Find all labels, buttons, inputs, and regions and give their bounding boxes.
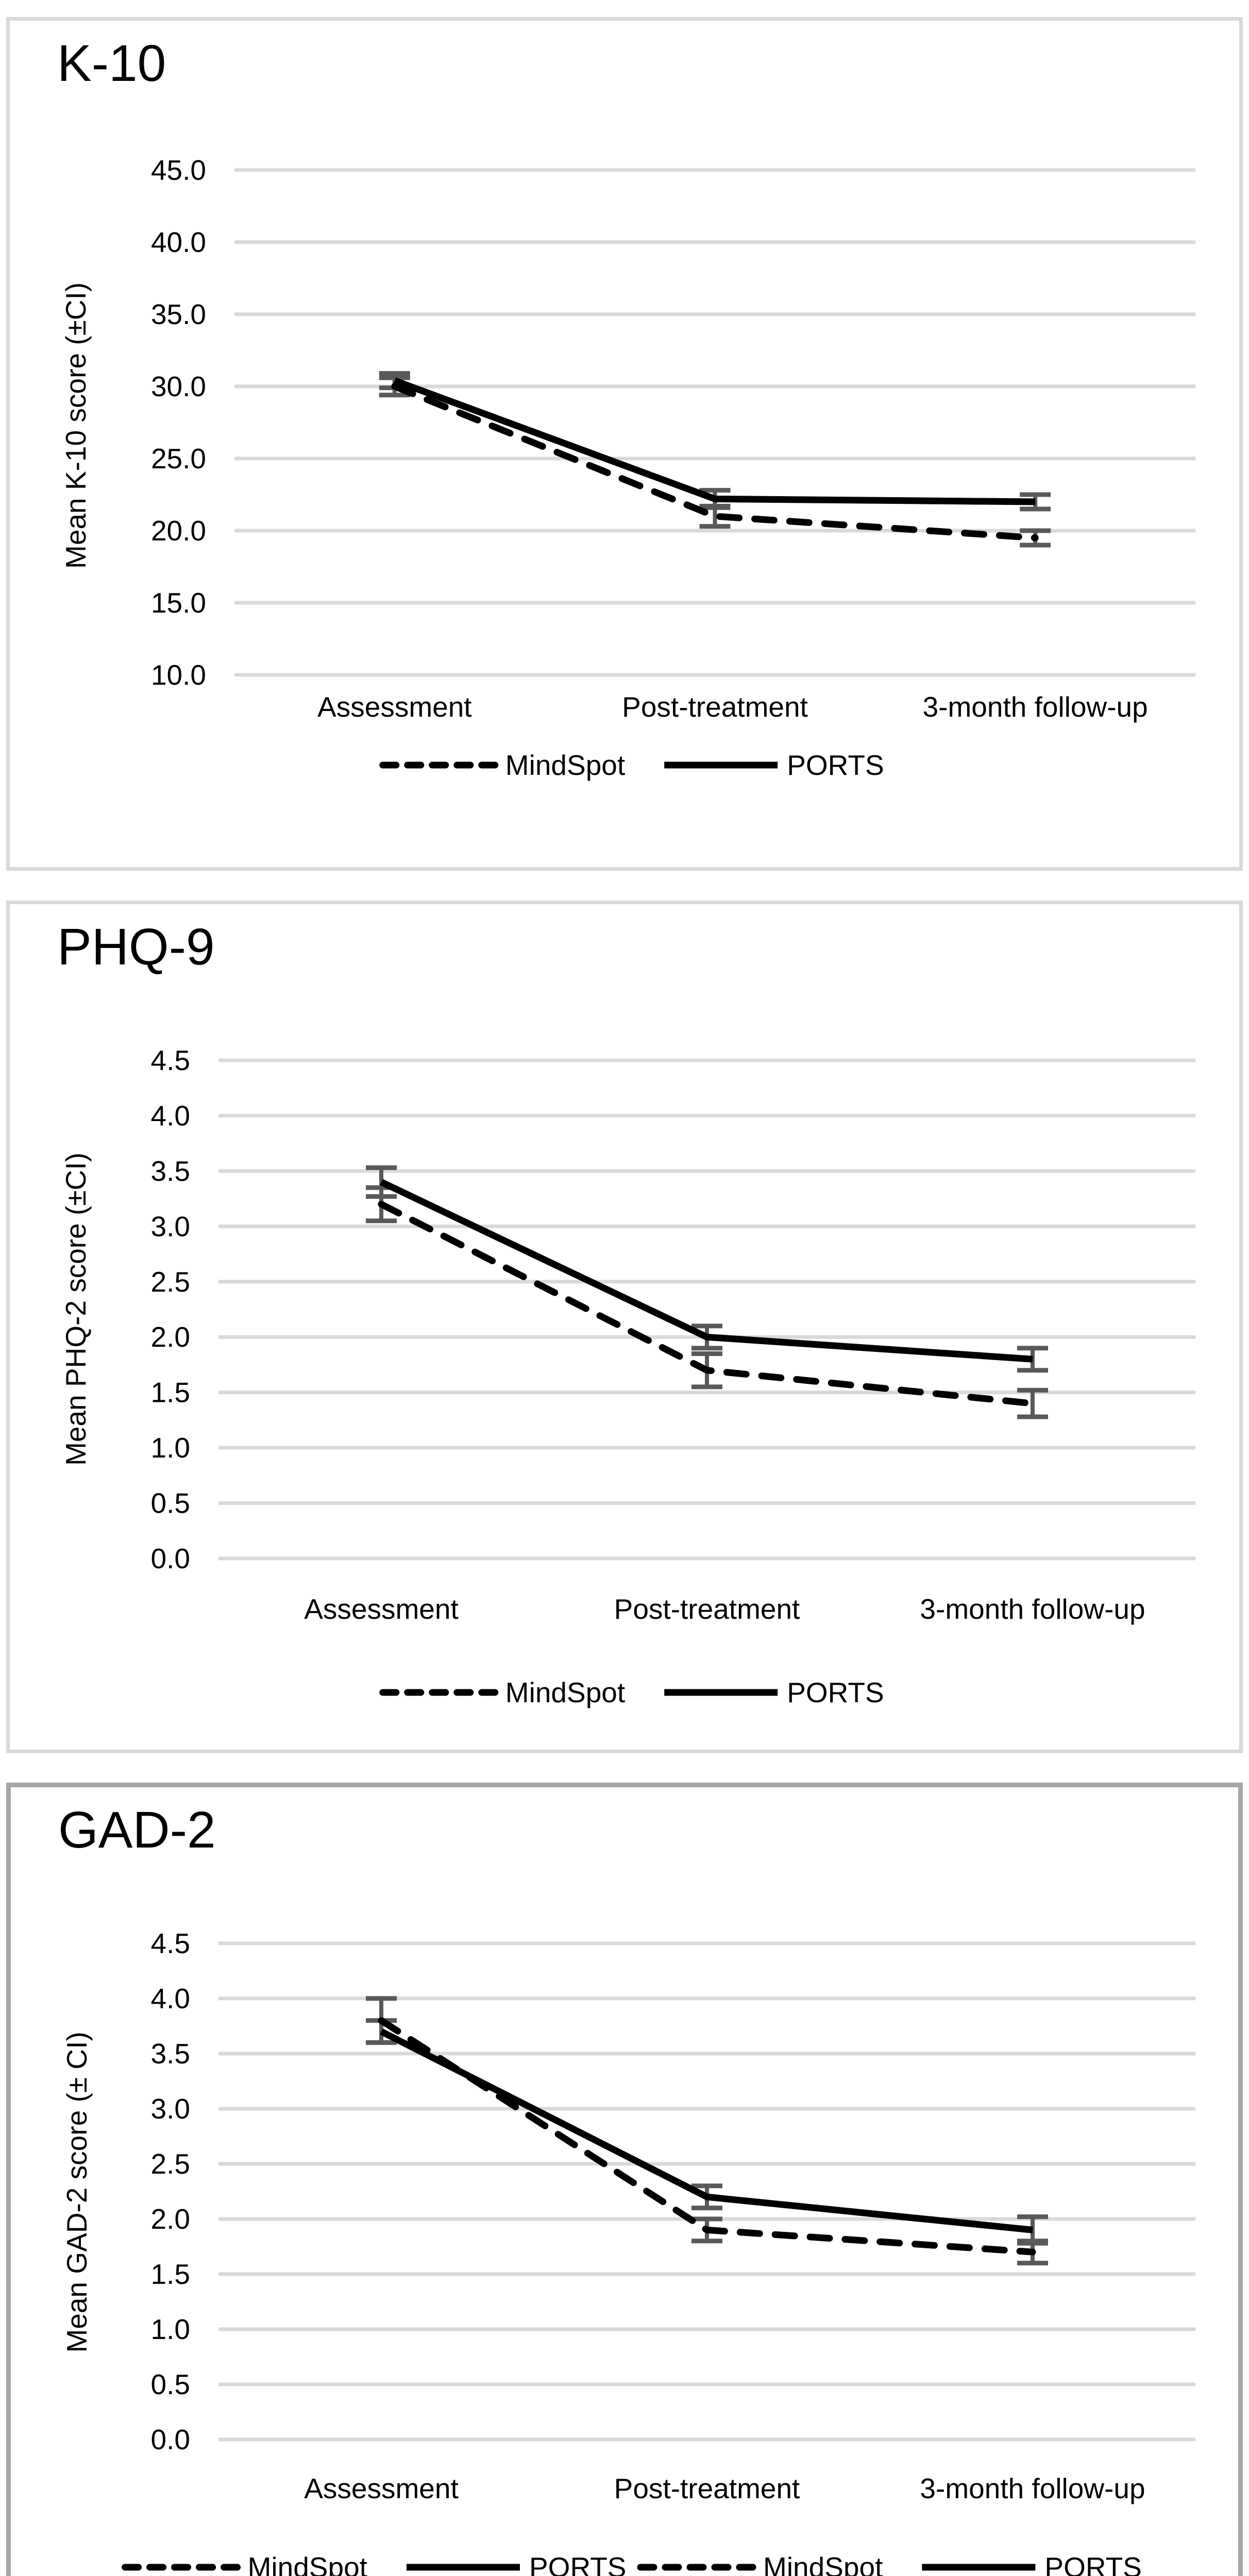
x-category-label: 3-month follow-up (920, 2472, 1145, 2504)
y-tick-label: 45.0 (151, 154, 206, 186)
plot-area: 4.5 4.0 3.5 3.0 2.5 2.0 1.5 1.0 0.5 0.0 Assessment… (122, 1927, 1195, 2576)
legend-label: PORTS (1044, 2551, 1141, 2576)
x-category-label: Assessment (304, 2472, 459, 2504)
chart-title: K-10 (57, 35, 166, 92)
x-category-label: Post-treatment (622, 691, 808, 723)
y-tick-label: 2.0 (151, 1321, 190, 1353)
series-line-ports (393, 377, 1036, 505)
series-line-mindspot (378, 2017, 1036, 2256)
chart-title: GAD-2 (58, 1801, 216, 1859)
chart-title: PHQ-9 (57, 918, 215, 976)
x-category-label: Assessment (317, 691, 472, 723)
plot-area: 4.5 4.0 3.5 3.0 2.5 2.0 1.5 1.0 0.5 0.0 Assessment… (151, 1044, 1195, 1708)
y-tick-label: 0.0 (151, 2424, 190, 2455)
y-tick-label: 0.5 (151, 1487, 190, 1519)
series-line-mindspot (391, 383, 1039, 541)
y-tick-label: 30.0 (151, 370, 206, 402)
chart-k10: K-10 Mean K-10 score (±CI) 45.0 40.0 35.0 3… (6, 17, 1243, 871)
legend-label: PORTS (787, 1676, 884, 1708)
y-tick-label: 0.5 (151, 2368, 190, 2400)
y-tick-label: 0.0 (151, 1543, 190, 1574)
y-tick-label: 4.0 (151, 1982, 190, 2014)
y-tick-label: 35.0 (151, 298, 206, 330)
x-category-label: 3-month follow-up (920, 1593, 1145, 1625)
x-category-label: Post-treatment (614, 1593, 800, 1625)
y-tick-label: 1.5 (151, 1377, 190, 1409)
x-category-label: 3-month follow-up (923, 691, 1148, 723)
chart-phq9: PHQ-9 Mean PHQ-2 score (±CI) 4.5 4.0 3.5 3.… (6, 901, 1243, 1753)
y-tick-label: 2.5 (151, 2148, 190, 2180)
y-tick-label: 20.0 (151, 515, 206, 547)
y-tick-label: 3.5 (151, 1155, 190, 1187)
y-tick-label: 4.5 (151, 1044, 190, 1076)
y-tick-label: 15.0 (151, 587, 206, 619)
series-line-mindspot (378, 1200, 1036, 1407)
chart-gad2: GAD-2 Mean GAD-2 score (± CI) 4.5 4.0 3.5 3… (6, 1783, 1243, 2576)
y-tick-label: 2.5 (151, 1266, 190, 1298)
legend-label: MindSpot (248, 2551, 367, 2576)
y-tick-label: 4.0 (151, 1099, 190, 1131)
y-tick-label: 3.0 (151, 2093, 190, 2125)
series-line-ports (380, 2028, 1033, 2233)
y-tick-label: 10.0 (151, 659, 206, 691)
y-tick-label: 4.5 (151, 1927, 190, 1959)
y-tick-label: 40.0 (151, 226, 206, 258)
y-tick-label: 3.0 (151, 1210, 190, 1242)
legend-label: PORTS (529, 2551, 626, 2576)
legend-label: PORTS (787, 749, 884, 781)
y-tick-label: 2.0 (151, 2203, 190, 2235)
legend-label: MindSpot (505, 749, 625, 781)
plot-area: 45.0 40.0 35.0 30.0 25.0 20.0 15.0 10.0 Assessme… (151, 154, 1195, 781)
y-tick-label: 1.0 (151, 1432, 190, 1464)
legend-label: MindSpot (505, 1676, 625, 1708)
y-tick-label: 1.0 (151, 2313, 190, 2345)
series-line-ports (380, 1179, 1033, 1363)
x-category-label: Post-treatment (614, 2472, 800, 2504)
y-tick-label: 25.0 (151, 443, 206, 474)
legend-label: MindSpot (763, 2551, 883, 2576)
y-tick-label: 1.5 (151, 2258, 190, 2290)
y-tick-label: 3.5 (151, 2038, 190, 2070)
x-category-label: Assessment (304, 1593, 459, 1625)
